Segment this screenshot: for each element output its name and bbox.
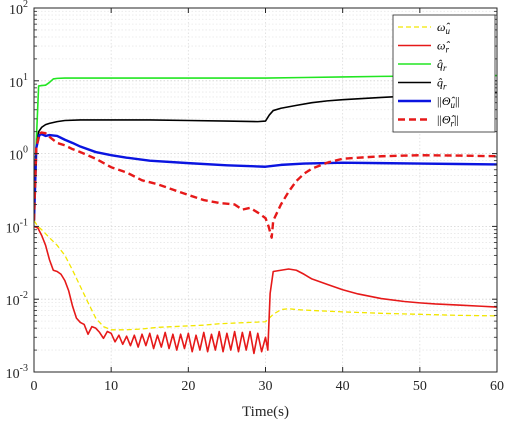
legend: ω̂uω̂rq̂rq̂r||Θ̂u||||Θ̂r||: [392, 14, 496, 133]
legend-label-4: q̂r: [437, 76, 447, 92]
y-tick-label: 10-1: [6, 217, 28, 236]
y-tick-label: 10-2: [6, 290, 28, 309]
legend-label-5: ||Θ̂u||: [437, 94, 460, 110]
x-tick-label: 30: [259, 379, 273, 394]
x-tick-label: 60: [490, 379, 504, 394]
x-tick-label: 20: [181, 379, 195, 394]
x-axis-label: Time(s): [242, 404, 289, 420]
series-line-3: [34, 74, 497, 221]
grid-layer: [33, 8, 498, 373]
y-tick-label: 10-3: [6, 363, 28, 382]
x-tick-label: 0: [31, 379, 38, 394]
y-tick-label: 100: [9, 145, 28, 164]
series-layer: [34, 74, 497, 355]
legend-label-6: ||Θ̂r||: [437, 113, 459, 129]
y-tick-label: 101: [9, 72, 28, 91]
series-line-1: [34, 220, 497, 331]
legend-box: [392, 14, 496, 133]
legend-label-3: q̂r: [437, 57, 447, 73]
series-line-6: [34, 131, 497, 239]
series-line-2: [34, 225, 497, 355]
x-tick-label: 40: [336, 379, 350, 394]
y-tick-label: 102: [9, 0, 28, 18]
series-line-5: [34, 132, 497, 221]
series-line-4: [34, 91, 497, 221]
x-tick-label: 10: [104, 379, 118, 394]
x-tick-label: 50: [413, 379, 427, 394]
